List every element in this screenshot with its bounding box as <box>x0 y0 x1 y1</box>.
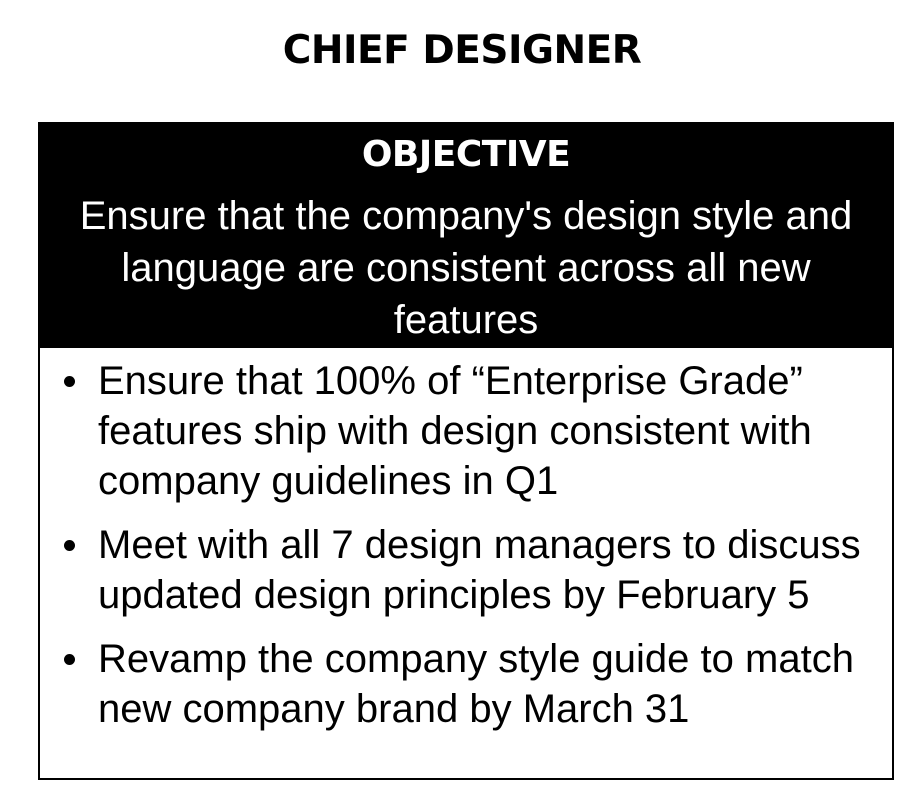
key-result-item: Ensure that 100% of “Enterprise Grade” f… <box>40 356 892 506</box>
objective-label: OBJECTIVE <box>361 134 571 175</box>
bullet-icon <box>64 376 75 387</box>
objective-text: Ensure that the company's design style a… <box>79 194 853 342</box>
key-result-text: Ensure that 100% of “Enterprise Grade” f… <box>98 359 812 503</box>
objective-header: OBJECTIVE Ensure that the company's desi… <box>40 124 892 348</box>
bullet-icon <box>64 540 75 551</box>
key-result-item: Revamp the company style guide to match … <box>40 634 892 734</box>
key-result-item: Meet with all 7 design managers to discu… <box>40 520 892 620</box>
bullet-icon <box>64 654 75 665</box>
objective-card: OBJECTIVE Ensure that the company's desi… <box>38 122 894 780</box>
key-result-text: Revamp the company style guide to match … <box>98 637 854 731</box>
key-result-text: Meet with all 7 design managers to discu… <box>98 523 861 617</box>
page-title: CHIEF DESIGNER <box>282 28 642 73</box>
key-results-list: Ensure that 100% of “Enterprise Grade” f… <box>40 356 892 734</box>
